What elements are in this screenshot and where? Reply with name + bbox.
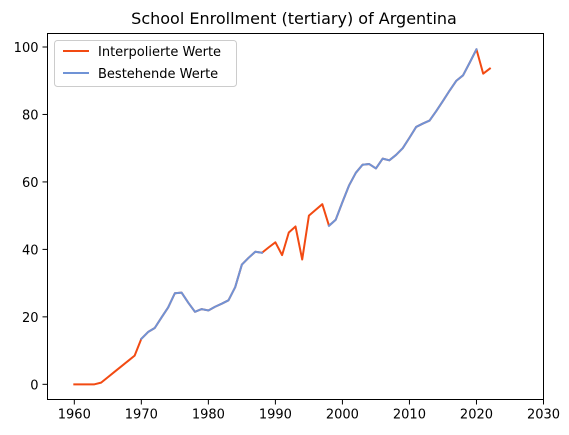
x-tick-label: 1970 xyxy=(125,408,158,423)
legend-box xyxy=(54,40,237,87)
y-tick-label: 100 xyxy=(14,41,39,56)
x-tick-label: 2010 xyxy=(393,408,426,423)
y-tick-label: 0 xyxy=(30,378,38,393)
x-axis: 1960 1970 1980 1990 2000 2010 2020 2030 xyxy=(58,399,560,423)
plot-area: 1960 1970 1980 1990 2000 2010 2020 2030 0 20 40 60… xyxy=(14,33,560,423)
series-layer xyxy=(73,48,492,386)
x-tick-label: 1990 xyxy=(259,408,292,423)
y-tick-label: 60 xyxy=(22,176,39,191)
series-line-existing xyxy=(327,48,478,228)
x-tick-label: 1980 xyxy=(192,408,225,423)
chart-title: School Enrollment (tertiary) of Argentin… xyxy=(131,9,457,28)
legend-label-interpolated: Interpolierte Werte xyxy=(98,45,221,60)
legend: Interpolierte Werte Bestehende Werte xyxy=(54,40,237,87)
x-tick-label: 2020 xyxy=(460,408,493,423)
x-tick-label: 1960 xyxy=(58,408,91,423)
axes-frame xyxy=(47,33,544,400)
x-tick-label: 2030 xyxy=(527,408,560,423)
y-tick-label: 20 xyxy=(22,311,39,326)
y-tick-label: 80 xyxy=(22,108,39,123)
x-tick-label: 2000 xyxy=(326,408,359,423)
y-tick-label: 40 xyxy=(22,243,39,258)
series-line-existing xyxy=(139,250,264,341)
legend-label-existing: Bestehende Werte xyxy=(98,67,218,82)
y-axis: 0 20 40 60 80 100 xyxy=(14,41,48,393)
